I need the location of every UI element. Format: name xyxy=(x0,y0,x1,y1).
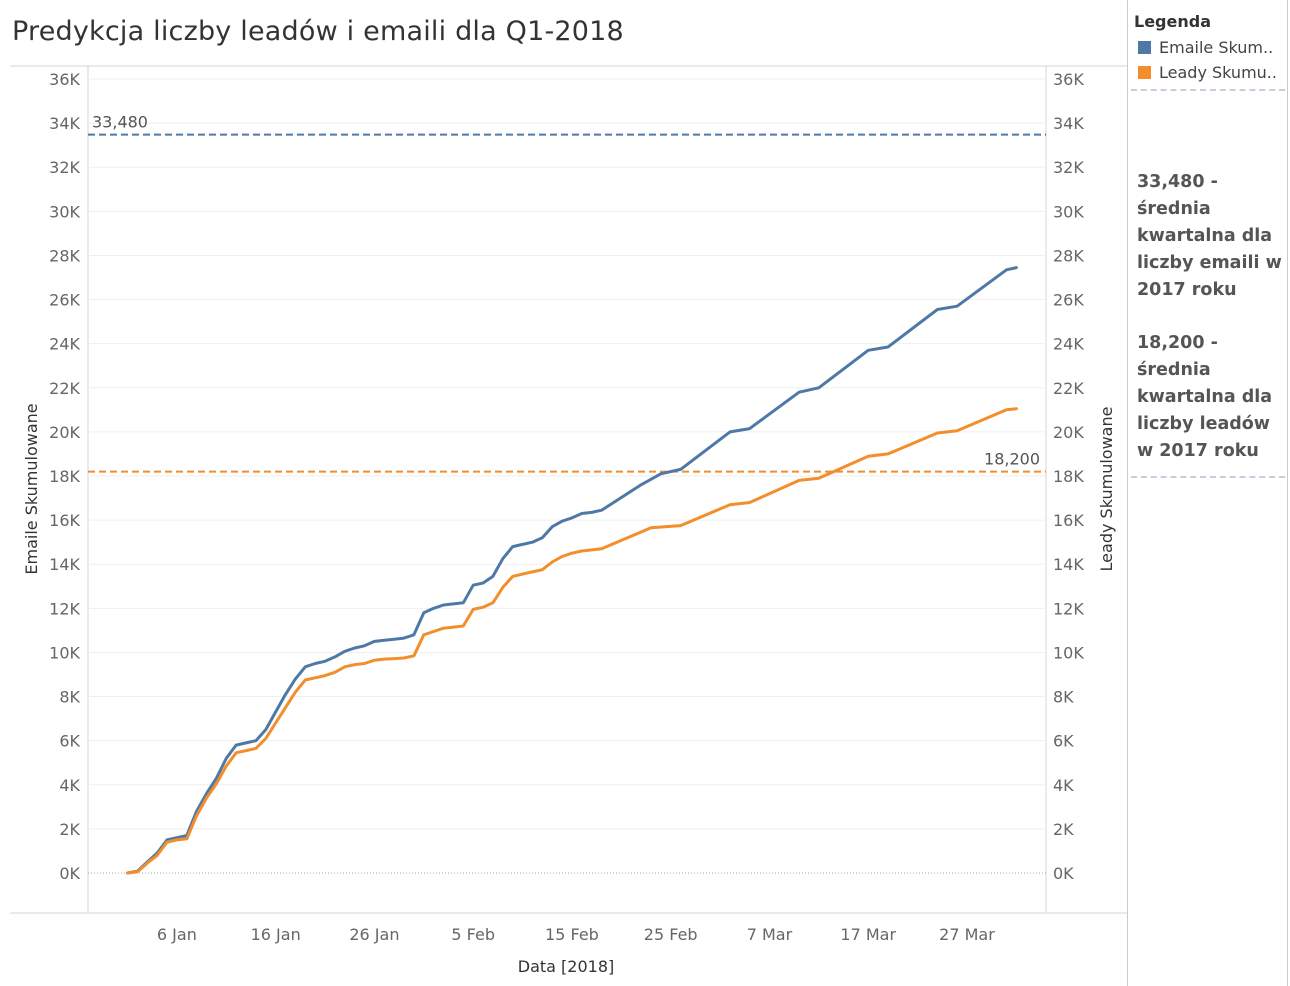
y-tick-label-right: 12K xyxy=(1053,599,1084,618)
emails-average-note: 33,480 - średnia kwartalna dla liczby em… xyxy=(1137,172,1282,300)
reference-line-label: 33,480 xyxy=(92,113,148,132)
y-tick-label-right: 20K xyxy=(1053,423,1084,442)
series-line-emails[interactable] xyxy=(126,266,1018,875)
y-tick-label-left: 20K xyxy=(49,423,80,442)
y-axis-left: 0K 2K 4K 6K 8K 10K 12K 14K 16K 18K 20K 22K 24K 26K 28K… xyxy=(49,70,80,883)
chart-title: Predykcja liczby leadów i emaili dla Q1-… xyxy=(12,16,624,47)
y-tick-label-right: 24K xyxy=(1053,335,1084,354)
reference-lines: 33,480 18,200 xyxy=(88,113,1046,473)
x-tick-label: 17 Mar xyxy=(840,925,896,944)
y-tick-label-left: 0K xyxy=(59,864,80,883)
x-tick-label: 25 Feb xyxy=(644,925,698,944)
y-tick-label-right: 4K xyxy=(1053,776,1074,795)
y-tick-label-right: 16K xyxy=(1053,511,1084,530)
y-axis-right: 0K 2K 4K 6K 8K 10K 12K 14K 16K 18K 20K 22K 24K 26K 28K… xyxy=(1053,70,1084,883)
gridlines xyxy=(88,78,1046,874)
y-tick-label-right: 30K xyxy=(1053,202,1084,221)
y-tick-label-left: 14K xyxy=(49,555,80,574)
y-tick-label-left: 24K xyxy=(49,335,80,354)
y-tick-label-left: 6K xyxy=(59,732,80,751)
x-tick-label: 27 Mar xyxy=(939,925,995,944)
y-tick-label-left: 8K xyxy=(59,688,80,707)
plot-frame xyxy=(10,65,1127,914)
reference-line-label: 18,200 xyxy=(984,450,1040,469)
y-axis-right-title: Leady Skumulowane xyxy=(1097,407,1116,572)
y-tick-label-right: 32K xyxy=(1053,158,1084,177)
y-tick-label-right: 6K xyxy=(1053,732,1074,751)
y-tick-label-left: 16K xyxy=(49,511,80,530)
y-tick-label-left: 32K xyxy=(49,158,80,177)
x-tick-label: 7 Mar xyxy=(747,925,793,944)
y-axis-left-title: Emaile Skumulowane xyxy=(22,403,41,574)
y-tick-label-right: 36K xyxy=(1053,70,1084,89)
y-tick-label-left: 30K xyxy=(49,202,80,221)
y-tick-label-right: 18K xyxy=(1053,467,1084,486)
y-tick-label-right: 8K xyxy=(1053,688,1074,707)
legend-swatch-leads xyxy=(1138,66,1151,79)
leads-average-note: 18,200 - średnia kwartalna dla liczby le… xyxy=(1137,333,1273,461)
y-tick-label-left: 18K xyxy=(49,467,80,486)
y-tick-label-right: 0K xyxy=(1053,864,1074,883)
y-tick-label-left: 26K xyxy=(49,291,80,310)
legend-label-emails: Emaile Skum.. xyxy=(1159,38,1274,57)
x-tick-label: 26 Jan xyxy=(349,925,399,944)
y-tick-label-right: 10K xyxy=(1053,643,1084,662)
x-tick-label: 15 Feb xyxy=(545,925,599,944)
y-tick-label-left: 12K xyxy=(49,599,80,618)
y-tick-label-right: 26K xyxy=(1053,291,1084,310)
y-tick-label-right: 34K xyxy=(1053,114,1084,133)
y-tick-label-left: 36K xyxy=(49,70,80,89)
y-tick-label-left: 2K xyxy=(59,820,80,839)
y-tick-label-left: 34K xyxy=(49,114,80,133)
legend-title: Legenda xyxy=(1134,12,1211,31)
x-axis: 6 Jan 16 Jan 26 Jan 5 Feb 15 Feb 25 Feb 7 Mar 1… xyxy=(157,925,995,944)
side-panel: Legenda Emaile Skum.. Leady Skumu.. 33,4… xyxy=(1127,0,1288,986)
x-tick-label: 6 Jan xyxy=(157,925,197,944)
y-tick-label-right: 2K xyxy=(1053,820,1074,839)
y-tick-label-left: 10K xyxy=(49,643,80,662)
legend-item-emails[interactable]: Emaile Skum.. xyxy=(1138,38,1284,57)
y-tick-label-right: 28K xyxy=(1053,246,1084,265)
chart: 0K 2K 4K 6K 8K 10K 12K 14K 16K 18K 20K 22K 24K 26K 28K… xyxy=(10,65,1127,976)
legend-swatch-emails xyxy=(1138,41,1151,54)
legend-divider xyxy=(1131,89,1285,91)
y-tick-label-left: 28K xyxy=(49,246,80,265)
y-tick-label-right: 22K xyxy=(1053,379,1084,398)
series-lines[interactable] xyxy=(126,266,1018,875)
x-axis-title: Data [2018] xyxy=(518,957,615,976)
series-line-leads[interactable] xyxy=(126,407,1018,875)
legend-item-leads[interactable]: Leady Skumu.. xyxy=(1138,63,1284,82)
x-tick-label: 16 Jan xyxy=(251,925,301,944)
y-tick-label-left: 22K xyxy=(49,379,80,398)
legend-label-leads: Leady Skumu.. xyxy=(1159,63,1277,82)
x-tick-label: 5 Feb xyxy=(451,925,495,944)
y-tick-label-right: 14K xyxy=(1053,555,1084,574)
y-tick-label-left: 4K xyxy=(59,776,80,795)
notes-divider xyxy=(1131,476,1285,478)
